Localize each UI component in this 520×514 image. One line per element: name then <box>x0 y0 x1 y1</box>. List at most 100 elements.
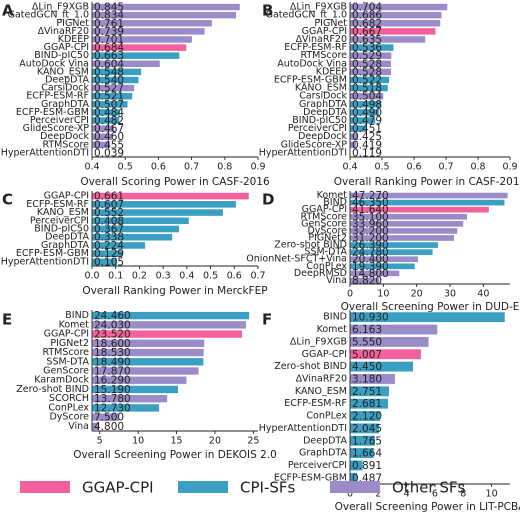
x-axis-title: Overall Screening Power in DEKOIS 2.0 <box>73 449 277 461</box>
bar <box>92 348 204 357</box>
category-label: Komet <box>317 324 348 335</box>
bar <box>350 213 467 220</box>
bar <box>350 277 380 284</box>
bar <box>350 242 438 248</box>
value-label: 0.548 <box>94 66 124 78</box>
category-label: GatedGCN_ft_1.0 <box>266 10 347 21</box>
bar <box>350 68 391 76</box>
value-label: 0.129 <box>94 248 124 260</box>
value-label: 0.490 <box>352 107 382 119</box>
value-label: 26.390 <box>352 240 389 252</box>
x-tick-label: 0.7 <box>438 162 453 173</box>
category-label: RTMScore <box>42 139 89 150</box>
bar <box>92 52 180 59</box>
category-label: Komet <box>317 190 348 201</box>
value-label: 0.224 <box>94 240 124 252</box>
value-label: 0.425 <box>352 131 382 143</box>
category-label: GlideScore-XP <box>281 139 348 150</box>
x-tick-label: 0 <box>347 289 353 300</box>
panel-letter: E <box>2 311 12 329</box>
bar <box>92 141 111 149</box>
x-tick-label: 0.5 <box>203 271 218 282</box>
value-label: 0.527 <box>94 83 124 95</box>
x-tick-label: 0.9 <box>502 162 517 173</box>
category-label: PIGNet <box>56 18 89 29</box>
bar <box>350 374 396 384</box>
x-tick-label: 0.1 <box>108 271 123 282</box>
category-label: ECFP-ESM-RF <box>26 199 89 210</box>
value-label: 1.765 <box>352 435 382 447</box>
category-label: Zero-shot BIND <box>274 361 347 372</box>
bar <box>350 84 388 92</box>
category-label: KANO_ESM <box>37 207 89 218</box>
category-label: PerceiverCPI <box>30 215 89 226</box>
category-label: GatedGCN_ft_1.0 <box>8 10 89 21</box>
x-axis-title: Overall Ranking Power in CASF-2016 <box>334 176 520 188</box>
value-label: 0.455 <box>94 139 124 151</box>
category-label: ΔLin_F9XGB <box>32 2 89 13</box>
value-label: 18.600 <box>94 338 131 350</box>
bar <box>92 76 139 84</box>
bar <box>350 109 379 116</box>
category-label: DeepDTA <box>303 435 347 446</box>
value-label: 0.607 <box>94 199 124 211</box>
value-label: 0.529 <box>352 50 382 62</box>
x-tick-label: 6 <box>432 489 438 500</box>
x-tick-label: 0.5 <box>118 162 133 173</box>
bar <box>350 221 464 227</box>
value-label: 0.834 <box>94 10 124 22</box>
value-label: 4.800 <box>94 421 124 433</box>
category-label: ECFP-ESM-RF <box>284 398 347 409</box>
value-label: 14.800 <box>352 268 389 280</box>
bar <box>92 201 236 208</box>
bar <box>350 20 441 27</box>
category-label: PIGNet <box>314 18 347 29</box>
value-label: 35.100 <box>352 211 389 223</box>
bar <box>92 11 237 19</box>
category-label: BIND <box>65 310 89 321</box>
x-tick-label: 0.4 <box>84 162 99 173</box>
value-label: 0.739 <box>94 26 124 38</box>
x-tick-label: 0.5 <box>374 162 389 173</box>
x-tick-label: 0.4 <box>179 271 194 282</box>
bar <box>350 398 388 409</box>
x-tick-label: 10 <box>132 436 144 447</box>
x-tick-label: 10 <box>377 289 389 300</box>
bar <box>350 206 489 213</box>
value-label: 0.467 <box>94 123 124 135</box>
x-tick-label: 0.2 <box>132 271 147 282</box>
bar <box>350 141 357 149</box>
value-label: 0.891 <box>352 460 382 472</box>
bar <box>92 192 249 200</box>
category-label: ΔVinaRF20 <box>296 34 347 45</box>
bar <box>92 358 204 366</box>
category-label: ECFP-ESM-GBM <box>274 472 347 483</box>
category-label: GlideScore-XP <box>23 123 90 134</box>
category-label: ConPLex <box>306 411 347 422</box>
value-label: 17.870 <box>94 366 131 378</box>
x-tick-label: 40 <box>477 289 489 300</box>
value-label: 33.960 <box>352 218 389 230</box>
value-label: 24.030 <box>94 319 131 331</box>
category-label: PIGNet2 <box>50 338 89 349</box>
value-label: 0.408 <box>94 215 124 227</box>
category-label: KaramDock <box>34 375 89 386</box>
bar <box>92 217 189 225</box>
value-label: 5.007 <box>352 349 382 361</box>
x-axis-title: Overall Screening Power in LIT-PCBA <box>335 501 520 513</box>
bar <box>350 52 392 59</box>
bar <box>92 133 112 140</box>
value-label: 10.930 <box>352 312 389 324</box>
x-tick-label: 0.6 <box>151 162 166 173</box>
bar <box>350 28 436 35</box>
bar <box>92 209 223 216</box>
bar <box>92 422 99 431</box>
x-tick-label: 20 <box>411 289 423 300</box>
value-label: 18.490 <box>94 356 131 368</box>
value-label: 46.350 <box>352 197 389 209</box>
panel-letter: C <box>2 191 13 209</box>
x-tick-label: 0.7 <box>184 162 199 173</box>
value-label: 0.635 <box>352 34 382 46</box>
category-label: RTMScore <box>42 347 89 358</box>
category-label: Vina <box>326 275 347 286</box>
